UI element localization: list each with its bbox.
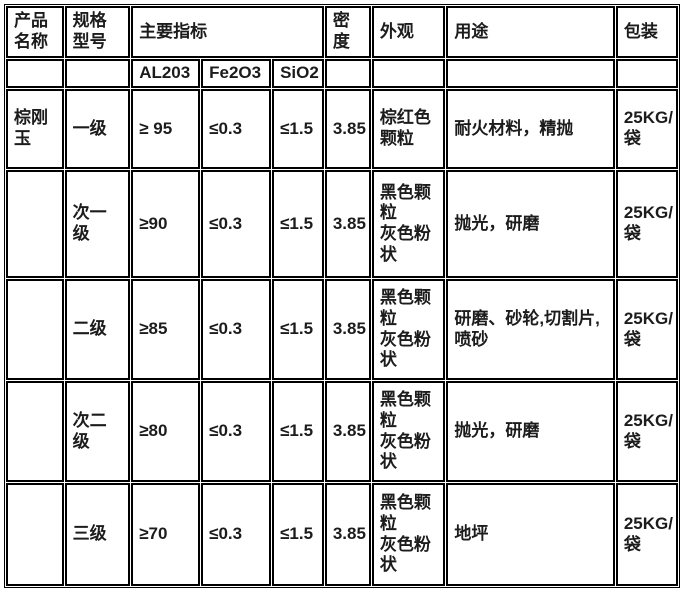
- cell-al2o3: ≥ 95: [131, 89, 201, 169]
- header-product-name: 产品 名称: [6, 6, 64, 58]
- cell-packaging: 25KG/ 袋: [615, 170, 678, 278]
- cell-grade: 次一 级: [64, 170, 131, 278]
- header-appearance: 外观: [371, 6, 446, 58]
- cell-grade: 二级: [64, 279, 131, 380]
- cell-appearance: 黑色颗 粒 灰色粉 状: [371, 170, 446, 278]
- header2-blank-usage: [446, 59, 615, 88]
- header-density: 密 度: [324, 6, 371, 58]
- table-row: 棕刚 玉 一级 ≥ 95 ≤0.3 ≤1.5 3.85 棕红色 颗粒 耐火材料，…: [6, 89, 678, 169]
- cell-packaging: 25KG/ 袋: [615, 483, 678, 586]
- cell-grade: 三级: [64, 483, 131, 586]
- table-row: 三级 ≥70 ≤0.3 ≤1.5 3.85 黑色颗 粒 灰色粉 状 地坪 25K…: [6, 483, 678, 586]
- cell-density: 3.85: [324, 170, 371, 278]
- cell-appearance: 黑色颗 粒 灰色粉 状: [371, 381, 446, 482]
- cell-sio2: ≤1.5: [272, 483, 324, 586]
- header2-blank-density: [324, 59, 371, 88]
- product-spec-table: 产品 名称 规格 型号 主要指标 密 度 外观 用途 包装 AL203 Fe2O…: [4, 4, 680, 588]
- cell-product: [6, 279, 64, 380]
- cell-product: [6, 483, 64, 586]
- cell-sio2: ≤1.5: [272, 279, 324, 380]
- cell-al2o3: ≥70: [131, 483, 201, 586]
- cell-sio2: ≤1.5: [272, 89, 324, 169]
- cell-density: 3.85: [324, 483, 371, 586]
- cell-product: 棕刚 玉: [6, 89, 64, 169]
- cell-al2o3: ≥85: [131, 279, 201, 380]
- header2-blank-packaging: [615, 59, 678, 88]
- cell-packaging: 25KG/ 袋: [615, 89, 678, 169]
- cell-fe2o3: ≤0.3: [201, 170, 272, 278]
- cell-usage: 研磨、砂轮,切割片, 喷砂: [446, 279, 615, 380]
- table-row: 次一 级 ≥90 ≤0.3 ≤1.5 3.85 黑色颗 粒 灰色粉 状 抛光，研…: [6, 170, 678, 278]
- cell-appearance: 黑色颗 粒 灰色粉 状: [371, 279, 446, 380]
- cell-appearance: 棕红色 颗粒: [371, 89, 446, 169]
- cell-grade: 一级: [64, 89, 131, 169]
- cell-usage: 地坪: [446, 483, 615, 586]
- header-al2o3: AL203: [131, 59, 201, 88]
- cell-al2o3: ≥80: [131, 381, 201, 482]
- header2-blank-appearance: [371, 59, 446, 88]
- cell-packaging: 25KG/ 袋: [615, 381, 678, 482]
- header-row-2: AL203 Fe2O3 SiO2: [6, 59, 678, 88]
- header-usage: 用途: [446, 6, 615, 58]
- cell-al2o3: ≥90: [131, 170, 201, 278]
- cell-fe2o3: ≤0.3: [201, 483, 272, 586]
- cell-sio2: ≤1.5: [272, 170, 324, 278]
- cell-fe2o3: ≤0.3: [201, 381, 272, 482]
- header2-blank-product: [6, 59, 64, 88]
- cell-density: 3.85: [324, 381, 371, 482]
- table-row: 二级 ≥85 ≤0.3 ≤1.5 3.85 黑色颗 粒 灰色粉 状 研磨、砂轮,…: [6, 279, 678, 380]
- cell-density: 3.85: [324, 279, 371, 380]
- cell-product: [6, 381, 64, 482]
- header-fe2o3: Fe2O3: [201, 59, 272, 88]
- cell-appearance: 黑色颗 粒 灰色粉 状: [371, 483, 446, 586]
- cell-density: 3.85: [324, 89, 371, 169]
- cell-usage: 抛光，研磨: [446, 170, 615, 278]
- cell-product: [6, 170, 64, 278]
- header-row-1: 产品 名称 规格 型号 主要指标 密 度 外观 用途 包装: [6, 6, 678, 58]
- cell-usage: 耐火材料，精抛: [446, 89, 615, 169]
- cell-packaging: 25KG/ 袋: [615, 279, 678, 380]
- table-row: 次二 级 ≥80 ≤0.3 ≤1.5 3.85 黑色颗 粒 灰色粉 状 抛光，研…: [6, 381, 678, 482]
- cell-grade: 次二 级: [64, 381, 131, 482]
- header2-blank-spec: [64, 59, 131, 88]
- header-spec-model: 规格 型号: [64, 6, 131, 58]
- header-main-indicators: 主要指标: [131, 6, 324, 58]
- header-sio2: SiO2: [272, 59, 324, 88]
- cell-sio2: ≤1.5: [272, 381, 324, 482]
- header-packaging: 包装: [615, 6, 678, 58]
- cell-usage: 抛光，研磨: [446, 381, 615, 482]
- cell-fe2o3: ≤0.3: [201, 279, 272, 380]
- cell-fe2o3: ≤0.3: [201, 89, 272, 169]
